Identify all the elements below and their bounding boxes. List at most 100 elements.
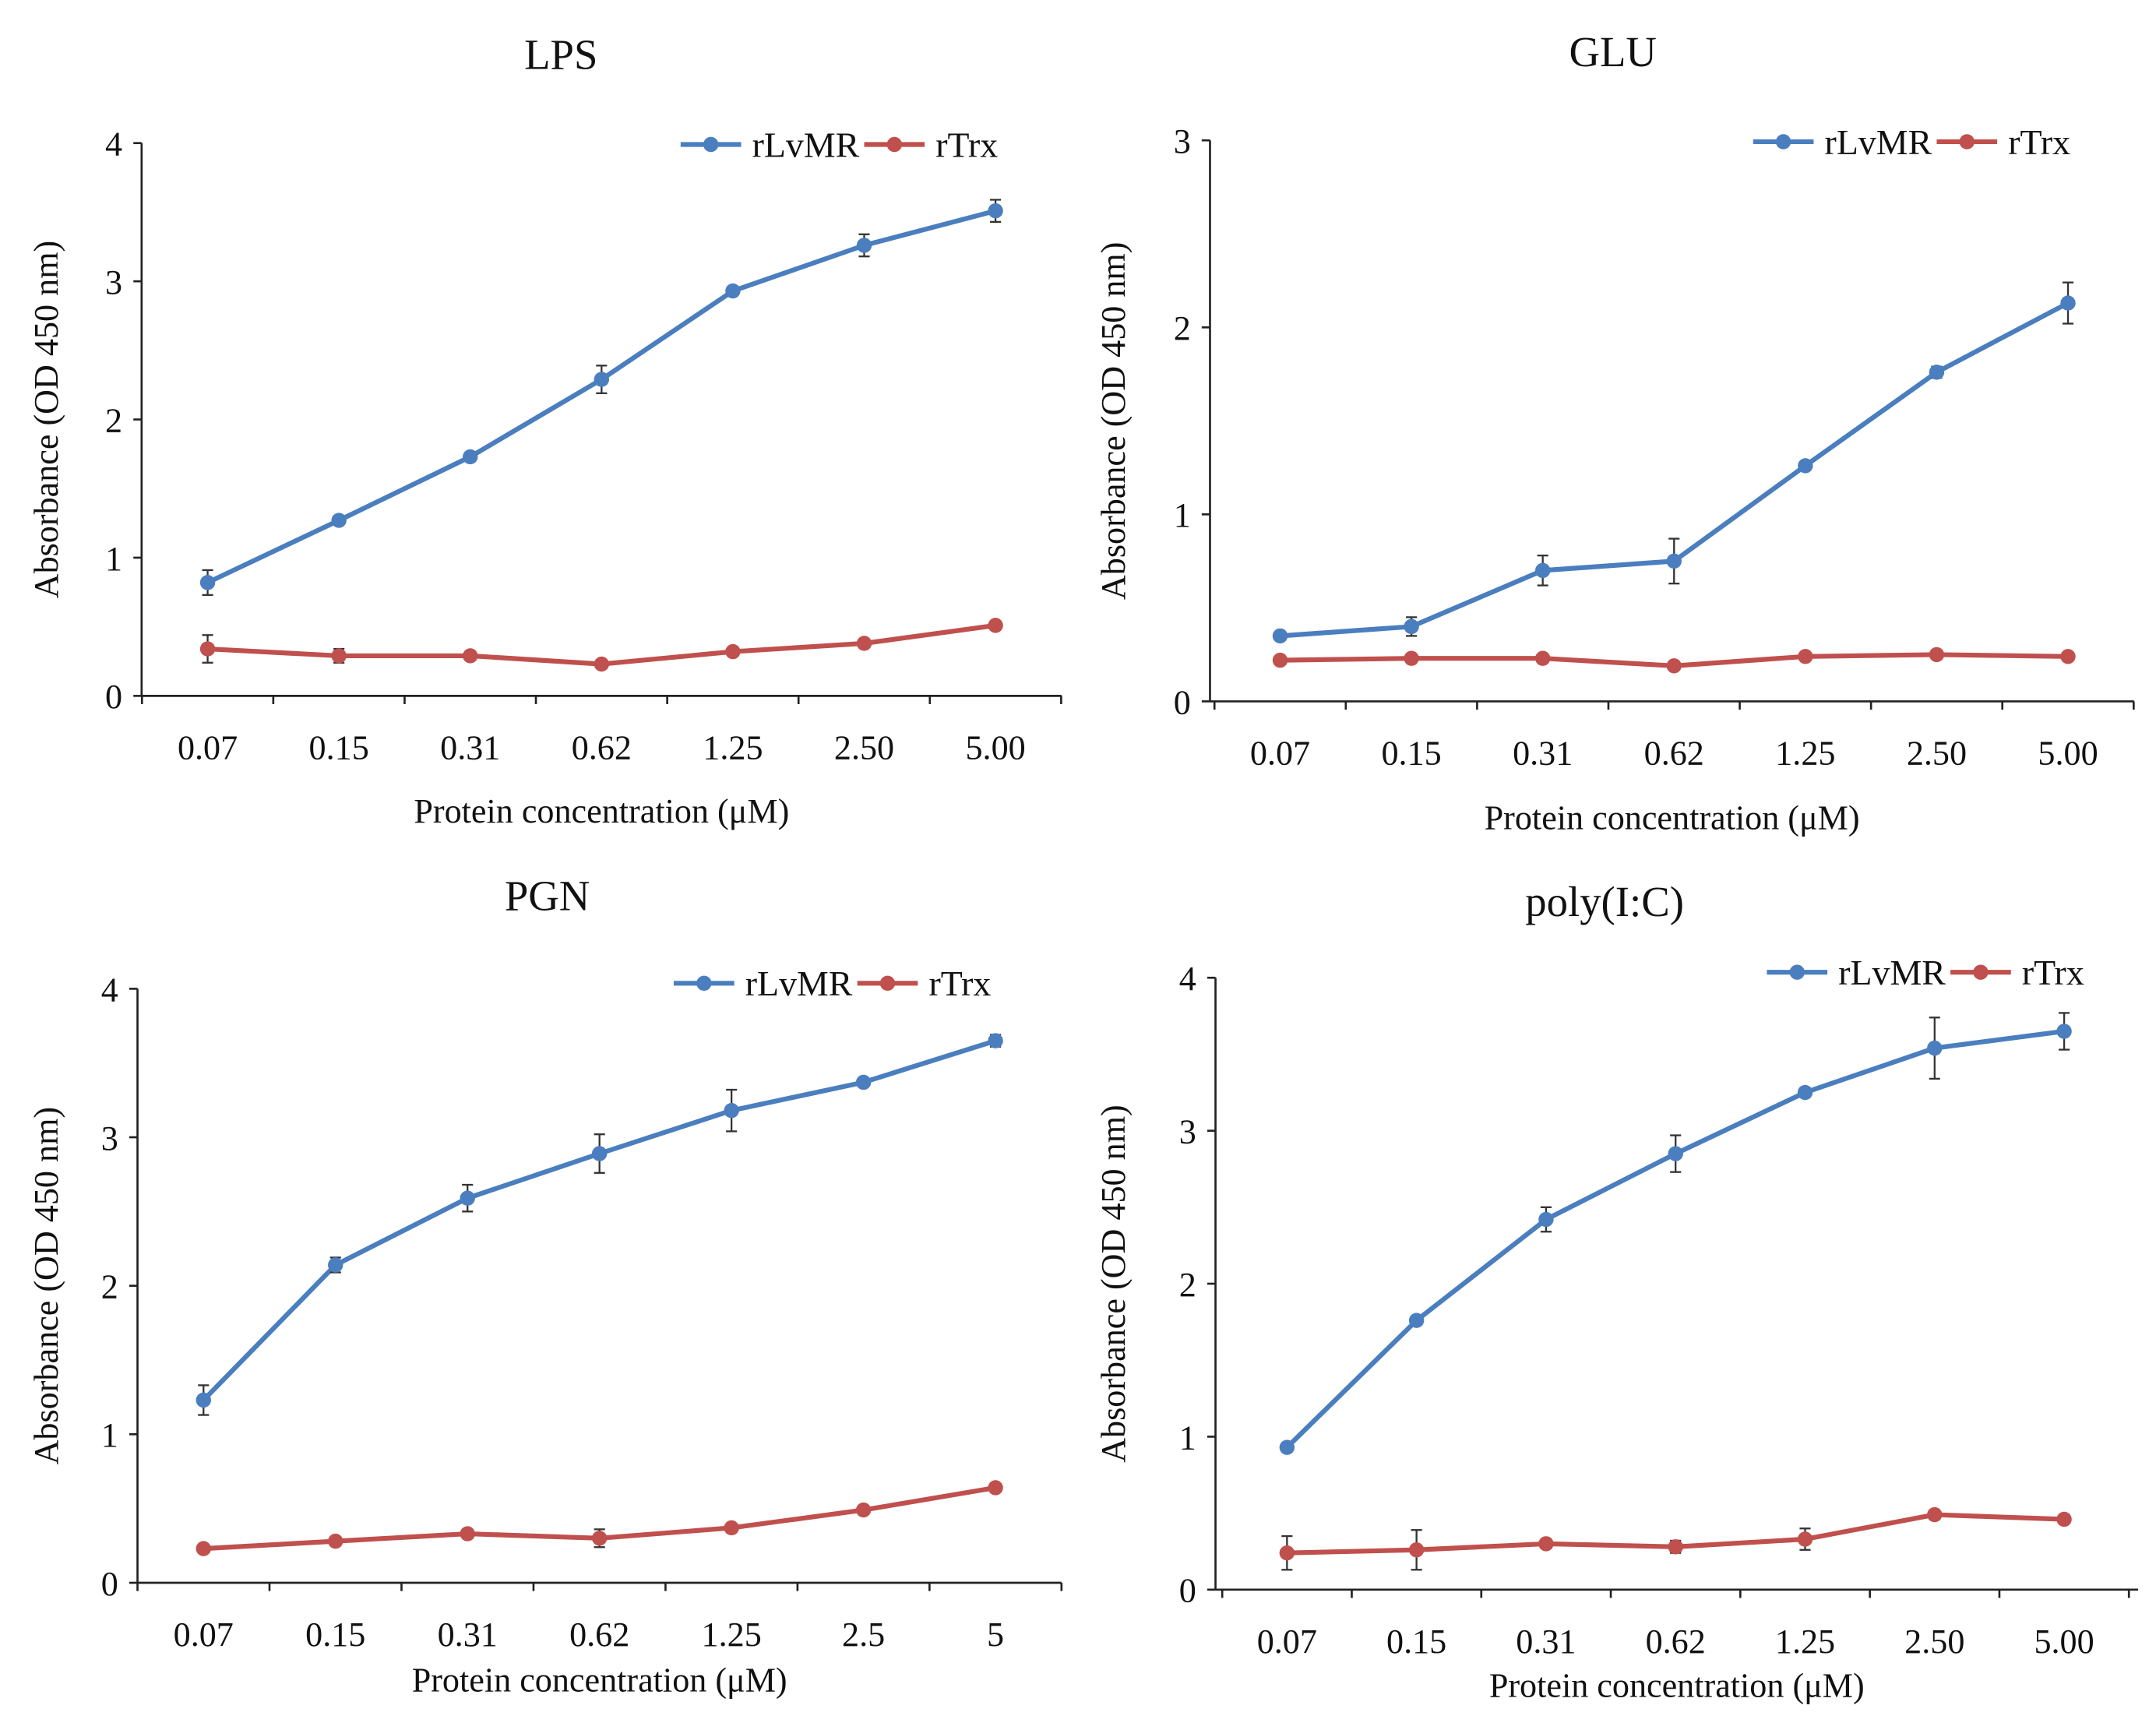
x-tick-label: 0.31 xyxy=(1516,1623,1576,1661)
x-tick-label: 0.07 xyxy=(1257,1623,1317,1661)
x-tick-label: 0.31 xyxy=(440,729,500,767)
data-point xyxy=(1927,1506,1943,1523)
data-point xyxy=(1666,658,1682,674)
data-point xyxy=(2056,1024,2072,1039)
y-tick-label: 3 xyxy=(1174,122,1191,160)
legend-marker xyxy=(696,975,712,992)
data-point xyxy=(1279,1439,1295,1455)
x-tick-label: 0.15 xyxy=(1386,1623,1446,1661)
data-point xyxy=(2060,295,2076,311)
y-axis-label: Absorbance (OD 450 nm) xyxy=(1094,242,1133,601)
y-tick-label: 2 xyxy=(1179,1266,1196,1304)
data-point xyxy=(594,372,610,387)
y-tick-label: 4 xyxy=(105,125,122,164)
y-tick-label: 1 xyxy=(105,540,122,578)
x-tick-label: 0.07 xyxy=(1250,735,1310,773)
chart-panel-poly-i-c-: poly(I:C) 0 1 2 3 4 0.07 0.15 0.31 0.62 1.25 2.50 5.… xyxy=(1094,878,2139,1705)
data-point xyxy=(463,449,478,465)
data-point xyxy=(1797,1084,1813,1101)
y-tick-label: 4 xyxy=(1179,960,1196,998)
data-point xyxy=(460,1190,475,1206)
chart-title: PGN xyxy=(505,872,590,920)
series-line xyxy=(1280,301,2070,639)
y-tick-label: 0 xyxy=(105,678,122,716)
series-rtrx xyxy=(1279,1506,2072,1571)
data-point xyxy=(1927,1040,1943,1056)
data-point xyxy=(1538,1211,1554,1228)
data-point xyxy=(988,1033,1003,1048)
legend-label: rTrx xyxy=(935,125,998,164)
data-point xyxy=(725,643,741,660)
x-axis-label: Protein concentration (μM) xyxy=(1485,799,1860,837)
x-tick-label: 0.07 xyxy=(174,1615,234,1654)
data-point xyxy=(855,1502,872,1518)
x-tick-label: 0.62 xyxy=(1646,1623,1706,1661)
data-point xyxy=(331,513,347,528)
y-tick-label: 1 xyxy=(1174,496,1191,534)
data-point xyxy=(1272,652,1288,668)
data-point xyxy=(591,1531,608,1546)
x-tick-label: 5.00 xyxy=(965,729,1025,767)
series-line xyxy=(202,1038,997,1402)
y-axis-label: Absorbance (OD 450 nm) xyxy=(27,241,65,599)
data-point xyxy=(196,1541,211,1556)
data-point xyxy=(855,1074,872,1090)
data-point xyxy=(1798,458,1813,474)
y-tick-label: 3 xyxy=(1179,1113,1196,1151)
series-rtrx xyxy=(199,618,1003,672)
y-tick-label: 2 xyxy=(1174,309,1191,347)
y-axis-label: Absorbance (OD 450 nm) xyxy=(1094,1105,1133,1463)
data-point xyxy=(988,1480,1003,1496)
data-point xyxy=(1668,1539,1683,1555)
data-point xyxy=(1798,649,1813,664)
data-point xyxy=(856,636,872,651)
x-tick-label: 1.25 xyxy=(703,729,763,767)
data-point xyxy=(724,1520,739,1536)
legend-marker xyxy=(1775,134,1791,150)
chart-title: LPS xyxy=(524,30,597,78)
data-point xyxy=(591,1146,608,1161)
legend-marker xyxy=(703,136,719,153)
data-point xyxy=(1538,1536,1554,1552)
data-point xyxy=(328,1533,343,1549)
legend-label: rTrx xyxy=(928,964,991,1003)
chart-title: poly(I:C) xyxy=(1525,878,1684,925)
data-point xyxy=(1668,1146,1683,1161)
series-rtrx xyxy=(196,1480,1003,1556)
x-tick-label: 2.5 xyxy=(842,1615,885,1654)
series-rlvmr xyxy=(199,199,1003,597)
y-axis-label: Absorbance (OD 450 nm) xyxy=(27,1107,65,1465)
data-point xyxy=(1404,650,1419,666)
legend: rLvMR rTrx xyxy=(1753,122,2070,162)
x-tick-label: 0.62 xyxy=(569,1615,629,1654)
data-point xyxy=(1534,562,1551,579)
legend-marker xyxy=(879,975,896,992)
series-rtrx xyxy=(1272,647,2076,674)
x-tick-label: 0.31 xyxy=(438,1615,498,1654)
y-tick-label: 3 xyxy=(101,1119,118,1157)
legend-label: rLvMR xyxy=(1838,953,1946,992)
data-point xyxy=(2060,649,2076,664)
legend-marker xyxy=(1973,964,1989,980)
legend-label: rLvMR xyxy=(752,125,860,164)
x-tick-label: 1.25 xyxy=(702,1615,762,1654)
data-point xyxy=(2056,1511,2072,1527)
x-tick-label: 1.25 xyxy=(1775,735,1835,773)
legend-marker xyxy=(1959,134,1975,150)
legend: rLvMR rTrx xyxy=(1767,953,2084,992)
y-tick-label: 3 xyxy=(105,263,122,301)
data-point xyxy=(1797,1531,1813,1547)
chart-panel-glu: GLU 0 1 2 3 0.07 0.15 0.31 0.62 1.25 2.50 5.00 Prote… xyxy=(1094,28,2135,837)
y-tick-label: 0 xyxy=(1174,683,1191,721)
legend-label: rLvMR xyxy=(1825,122,1932,162)
x-tick-label: 2.50 xyxy=(834,729,894,767)
data-point xyxy=(460,1526,475,1541)
x-tick-label: 1.25 xyxy=(1775,1623,1835,1661)
x-axis-label: Protein concentration (μM) xyxy=(414,792,789,830)
y-tick-label: 0 xyxy=(101,1565,118,1603)
x-tick-label: 0.07 xyxy=(178,729,238,767)
data-point xyxy=(988,618,1003,633)
data-point xyxy=(988,203,1003,219)
x-tick-label: 2.50 xyxy=(1904,1623,1964,1661)
